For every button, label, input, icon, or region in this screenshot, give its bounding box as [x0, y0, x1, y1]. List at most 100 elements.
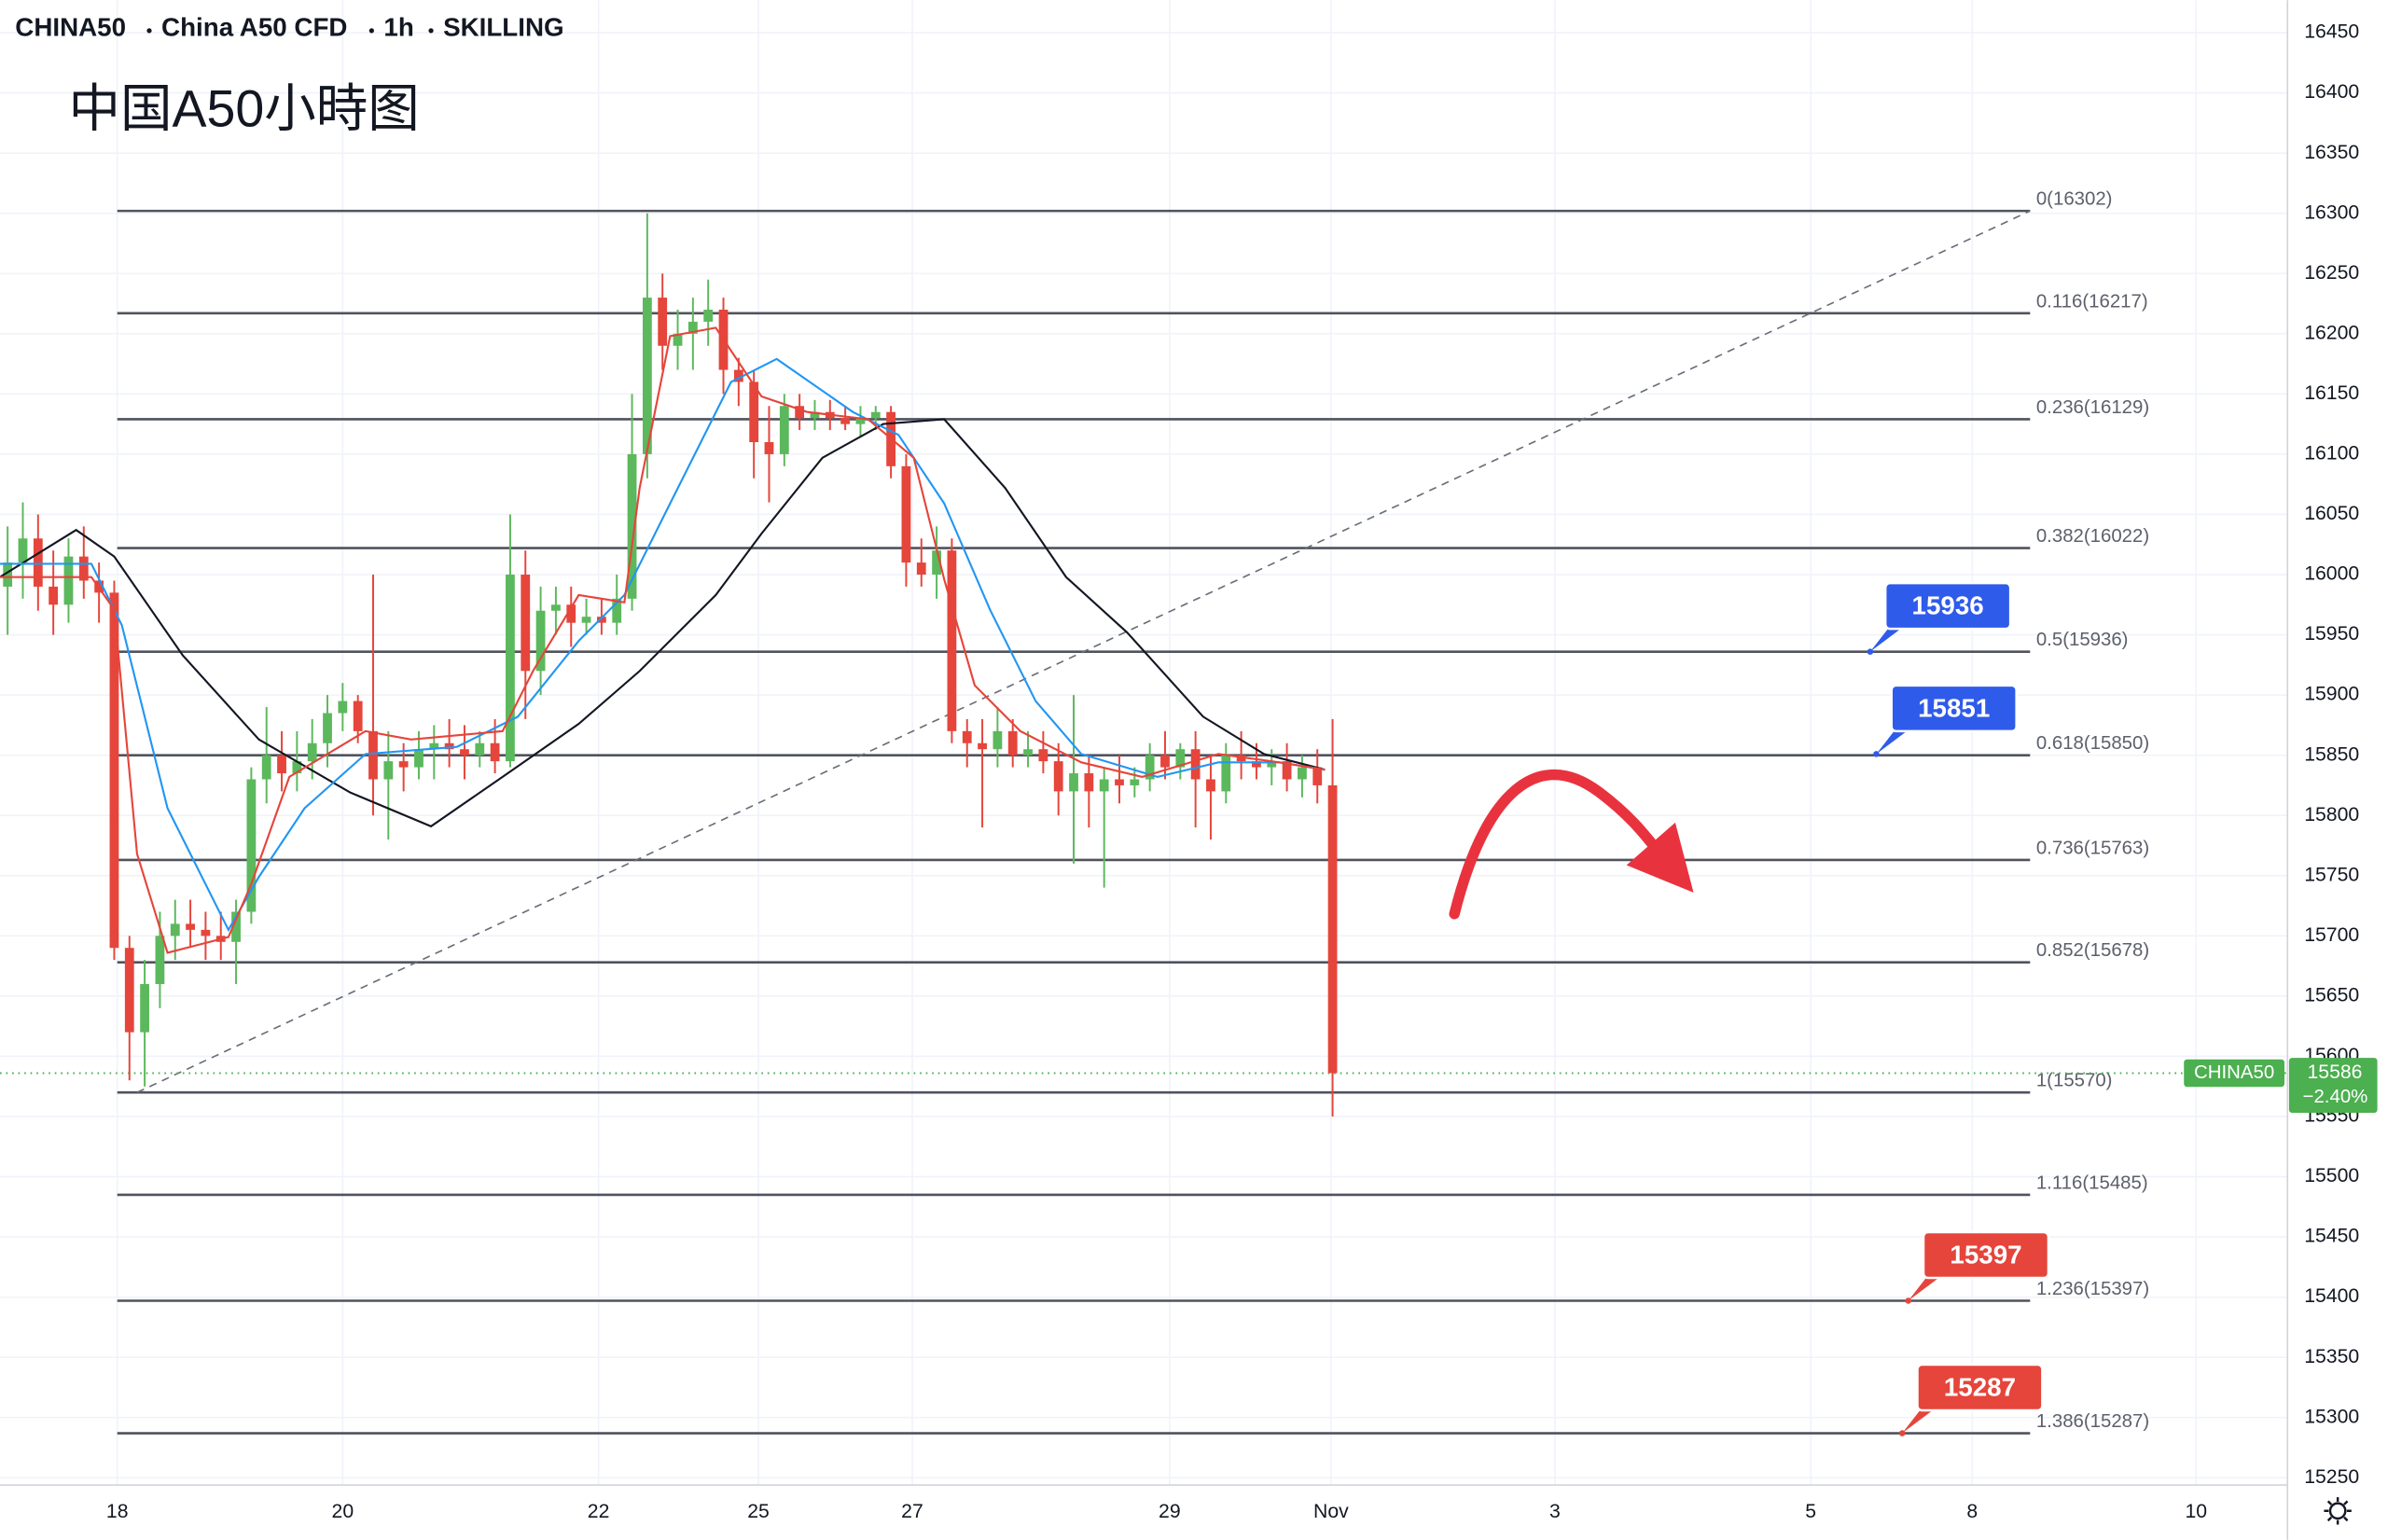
candle-body	[398, 761, 409, 768]
candle-body	[429, 742, 439, 750]
candle-body	[1115, 779, 1124, 785]
candle-body	[855, 418, 866, 424]
callout-label: 15397	[1950, 1240, 2021, 1269]
callout-label: 15851	[1918, 693, 1990, 722]
candle-body	[521, 575, 531, 672]
candle-body	[231, 911, 241, 942]
candle-body	[1190, 749, 1201, 780]
fib-label: 1.236(15397)	[2036, 1279, 2149, 1299]
candle-body	[993, 730, 1003, 750]
candle-body	[475, 742, 485, 756]
candle-body	[749, 382, 759, 443]
y-tick-label: 15800	[2304, 804, 2359, 825]
candle-body	[1175, 749, 1186, 768]
y-tick-label: 16250	[2304, 262, 2359, 284]
candle-body	[1023, 749, 1033, 756]
candle-body	[1327, 784, 1338, 1074]
candle-body	[186, 923, 195, 930]
separator	[368, 28, 374, 34]
candle-body	[1099, 779, 1109, 792]
y-tick-label: 16300	[2304, 201, 2359, 223]
candle-body	[140, 983, 149, 1033]
fib-label: 0.236(16129)	[2036, 397, 2149, 418]
candle-body	[323, 713, 332, 743]
candle-body	[1282, 761, 1292, 780]
candle-body	[261, 755, 271, 780]
y-tick-label: 15250	[2304, 1466, 2359, 1488]
candle-body	[33, 538, 43, 587]
candle-body	[1053, 761, 1063, 792]
callout-anchor	[1905, 1297, 1911, 1304]
candle-body	[962, 730, 972, 743]
x-tick-label: 3	[1549, 1501, 1561, 1522]
moving-average	[0, 418, 1326, 828]
candle-body	[810, 411, 820, 419]
candle-body	[170, 923, 180, 936]
y-tick-label: 16450	[2304, 21, 2359, 43]
settings-icon[interactable]	[2324, 1497, 2352, 1525]
fib-label: 0.116(16217)	[2036, 291, 2148, 312]
candle-body	[1267, 761, 1277, 768]
candle-body	[3, 562, 13, 587]
candle-body	[1069, 773, 1078, 792]
moving-average	[0, 357, 1326, 933]
callout-box	[1890, 684, 2018, 733]
callout-anchor	[1873, 751, 1880, 757]
candle-body	[870, 411, 881, 419]
candle-body	[1236, 755, 1246, 762]
candle-body	[201, 929, 211, 936]
fib-label: 0.382(16022)	[2036, 526, 2149, 547]
candle-body	[932, 550, 941, 576]
candle-body	[535, 610, 546, 672]
candle-body	[978, 742, 987, 750]
candle-body	[506, 575, 515, 762]
fib-label: 0.618(15850)	[2036, 733, 2149, 754]
forecast-arrowhead	[1626, 822, 1694, 893]
candle-body	[78, 556, 89, 581]
x-tick-label: 27	[901, 1501, 923, 1522]
fib-label: 0.5(15936)	[2036, 630, 2129, 650]
candle-body	[368, 730, 378, 780]
candle-body	[109, 592, 119, 949]
separator	[428, 28, 434, 34]
callout-box	[1884, 581, 2012, 631]
callout-pointer	[1908, 1273, 1945, 1301]
x-tick-label: Nov	[1313, 1501, 1349, 1522]
x-tick-label: 22	[588, 1501, 610, 1522]
candle-body	[795, 406, 805, 419]
plot-area: 0(16302) 0.116(16217) 0.236(16129) 0.382(16…	[0, 189, 2288, 1435]
y-tick-label: 15400	[2304, 1285, 2359, 1307]
y-tick-label: 15700	[2304, 924, 2359, 946]
y-tick-label: 16200	[2304, 322, 2359, 343]
x-tick-label: 25	[747, 1501, 770, 1522]
x-tick-label: 20	[332, 1501, 354, 1522]
y-tick-label: 15850	[2304, 743, 2359, 765]
candle-body	[673, 333, 683, 346]
candle-body	[764, 442, 774, 454]
fib-label: 0.852(15678)	[2036, 940, 2149, 961]
candle-body	[566, 604, 576, 623]
price-callout: 15287	[1898, 1363, 2044, 1436]
candle-body	[901, 465, 911, 563]
y-tick-label: 15750	[2304, 864, 2359, 885]
instrument: China A50 CFD	[161, 13, 347, 42]
candle-body	[1007, 730, 1018, 756]
callout-box	[1922, 1230, 2050, 1280]
candle-body	[612, 598, 622, 623]
callout-anchor	[1898, 1430, 1906, 1436]
candle-body	[1221, 755, 1231, 792]
candle-body	[307, 742, 317, 762]
y-tick-label: 16000	[2304, 563, 2359, 585]
fib-label: 1.116(15485)	[2036, 1172, 2148, 1193]
candle-body	[1145, 755, 1155, 780]
candle-body	[155, 936, 165, 984]
x-tick-label: 10	[2185, 1501, 2207, 1522]
moving-average	[0, 326, 1326, 954]
candle-body	[947, 550, 957, 731]
candle-body	[840, 418, 851, 424]
y-tick-label: 16400	[2304, 81, 2359, 103]
y-tick-label: 16350	[2304, 142, 2359, 163]
candle-body	[18, 538, 28, 563]
candle-body	[581, 617, 591, 623]
candle-body	[1298, 767, 1307, 780]
